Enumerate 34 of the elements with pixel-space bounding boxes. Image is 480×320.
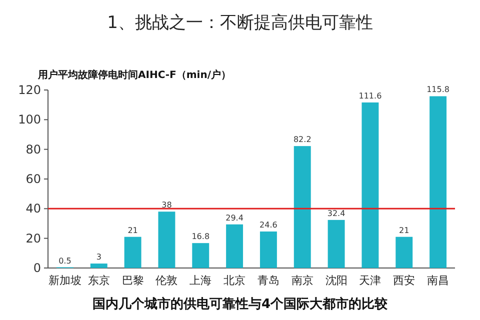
data-label: 38 <box>162 200 172 210</box>
data-label: 111.6 <box>358 91 382 100</box>
y-tick-label: 40 <box>26 202 41 216</box>
x-tick-label: 沈阳 <box>325 274 348 287</box>
x-tick-label: 北京 <box>224 274 246 287</box>
y-tick-label: 100 <box>18 112 41 127</box>
y-tick-label: 0 <box>33 261 41 275</box>
x-tick-label: 东京 <box>88 274 110 287</box>
data-label: 21 <box>128 226 138 235</box>
x-tick-label: 西安 <box>393 274 416 287</box>
data-label: 0.5 <box>58 256 72 266</box>
y-tick-label: 80 <box>26 142 41 156</box>
data-label: 21 <box>399 226 410 235</box>
data-label: 115.8 <box>426 85 450 94</box>
ylabel: 用户平均故障停电时间AIHC-F（min/户） <box>38 70 231 81</box>
y-tick-label: 120 <box>18 83 41 97</box>
x-tick-label: 青岛 <box>257 274 280 287</box>
x-tick-label: 伦敦 <box>156 274 178 287</box>
data-label: 24.6 <box>260 220 278 230</box>
text: 国内几个城市的供电可靠性与4个国际大都市的比较 <box>92 296 389 312</box>
y-tick-label: 60 <box>26 172 41 186</box>
x-tick-label: 南昌 <box>427 274 450 287</box>
x-tick-label: 上海 <box>190 274 212 287</box>
data-label: 3 <box>96 252 102 262</box>
data-label: 32.4 <box>327 208 346 218</box>
data-label: 29.4 <box>226 213 244 222</box>
x-tick-label: 新加坡 <box>48 274 82 287</box>
y-tick-label: 20 <box>26 231 41 246</box>
x-tick-label: 天津 <box>359 274 382 287</box>
x-tick-label: 巴黎 <box>122 274 144 287</box>
title: 1、挑战之一：不断提高供电可靠性 <box>107 13 373 33</box>
x-tick-label: 南京 <box>291 274 314 287</box>
data-label: 16.8 <box>192 232 210 242</box>
data-label: 82.2 <box>293 135 312 144</box>
